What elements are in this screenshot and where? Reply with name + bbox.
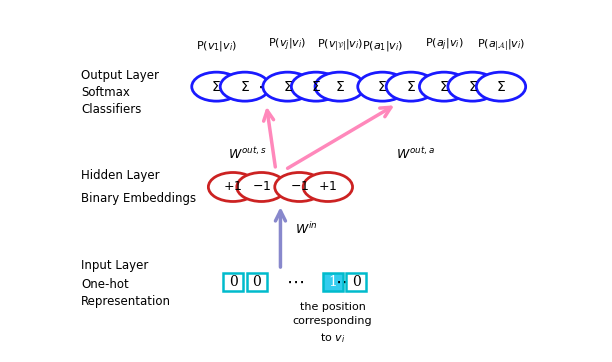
Circle shape bbox=[208, 173, 258, 202]
FancyBboxPatch shape bbox=[247, 273, 267, 291]
Text: $\mathrm{P}(v_j|v_i)$: $\mathrm{P}(v_j|v_i)$ bbox=[269, 36, 307, 52]
Circle shape bbox=[476, 72, 526, 101]
FancyBboxPatch shape bbox=[346, 273, 367, 291]
Text: $\cdots$: $\cdots$ bbox=[335, 273, 354, 291]
Circle shape bbox=[237, 173, 286, 202]
Text: 0: 0 bbox=[352, 275, 360, 289]
Text: $\mathrm{P}(v_1|v_i)$: $\mathrm{P}(v_1|v_i)$ bbox=[196, 39, 237, 52]
Text: $\cdots$: $\cdots$ bbox=[286, 273, 304, 291]
Text: $\mathrm{P}(a_1|v_i)$: $\mathrm{P}(a_1|v_i)$ bbox=[362, 39, 403, 52]
Circle shape bbox=[220, 72, 269, 101]
Text: Input Layer: Input Layer bbox=[81, 258, 149, 272]
FancyBboxPatch shape bbox=[223, 273, 243, 291]
Text: $\Sigma$: $\Sigma$ bbox=[439, 80, 449, 94]
Text: $\Sigma$: $\Sigma$ bbox=[311, 80, 321, 94]
Text: Hidden Layer: Hidden Layer bbox=[81, 169, 160, 182]
Text: $+1$: $+1$ bbox=[318, 181, 337, 194]
Text: $\cdots$: $\cdots$ bbox=[257, 77, 275, 96]
Text: 0: 0 bbox=[229, 275, 237, 289]
Circle shape bbox=[358, 72, 407, 101]
Circle shape bbox=[386, 72, 436, 101]
Text: $\cdots$: $\cdots$ bbox=[272, 178, 289, 196]
Circle shape bbox=[275, 173, 324, 202]
Text: $\Sigma$: $\Sigma$ bbox=[335, 80, 345, 94]
Text: 0: 0 bbox=[252, 275, 261, 289]
Text: $\cdots$: $\cdots$ bbox=[305, 178, 323, 196]
Text: $\mathrm{P}(v_{|\mathcal{V}|}|v_i)$: $\mathrm{P}(v_{|\mathcal{V}|}|v_i)$ bbox=[316, 37, 363, 52]
Text: $\mathrm{P}(a_{|\mathcal{A}|}|v_i)$: $\mathrm{P}(a_{|\mathcal{A}|}|v_i)$ bbox=[477, 37, 525, 52]
Text: $\Sigma$: $\Sigma$ bbox=[240, 80, 250, 94]
Text: $W^{out,s}$: $W^{out,s}$ bbox=[228, 146, 266, 161]
Text: $\cdots$: $\cdots$ bbox=[419, 77, 436, 96]
Text: $-1$: $-1$ bbox=[290, 181, 309, 194]
Text: $\mathrm{P}(a_j|v_i)$: $\mathrm{P}(a_j|v_i)$ bbox=[425, 36, 463, 52]
Text: $-1$: $-1$ bbox=[252, 181, 271, 194]
Text: One-hot
Representation: One-hot Representation bbox=[81, 278, 171, 308]
Circle shape bbox=[263, 72, 312, 101]
Circle shape bbox=[448, 72, 497, 101]
Circle shape bbox=[419, 72, 469, 101]
FancyBboxPatch shape bbox=[323, 273, 343, 291]
Circle shape bbox=[303, 173, 353, 202]
Circle shape bbox=[315, 72, 364, 101]
Text: $W^{out,a}$: $W^{out,a}$ bbox=[396, 146, 435, 161]
Text: the position
corresponding
to $v_i$: the position corresponding to $v_i$ bbox=[293, 302, 373, 345]
Text: $\cdots$: $\cdots$ bbox=[319, 77, 337, 96]
Text: $\cdots$: $\cdots$ bbox=[478, 77, 496, 96]
Text: $W^{in}$: $W^{in}$ bbox=[295, 221, 317, 237]
Circle shape bbox=[192, 72, 241, 101]
Text: Output Layer: Output Layer bbox=[81, 69, 159, 82]
Text: $+1$: $+1$ bbox=[223, 181, 242, 194]
Text: $\Sigma$: $\Sigma$ bbox=[378, 80, 387, 94]
Text: 1: 1 bbox=[328, 275, 337, 289]
Text: $\Sigma$: $\Sigma$ bbox=[406, 80, 416, 94]
Text: $\Sigma$: $\Sigma$ bbox=[468, 80, 477, 94]
Text: $\Sigma$: $\Sigma$ bbox=[496, 80, 506, 94]
Text: $\Sigma$: $\Sigma$ bbox=[283, 80, 293, 94]
Text: Softmax
Classifiers: Softmax Classifiers bbox=[81, 85, 141, 115]
Circle shape bbox=[291, 72, 341, 101]
Text: Binary Embeddings: Binary Embeddings bbox=[81, 191, 196, 205]
Text: $\Sigma$: $\Sigma$ bbox=[212, 80, 222, 94]
